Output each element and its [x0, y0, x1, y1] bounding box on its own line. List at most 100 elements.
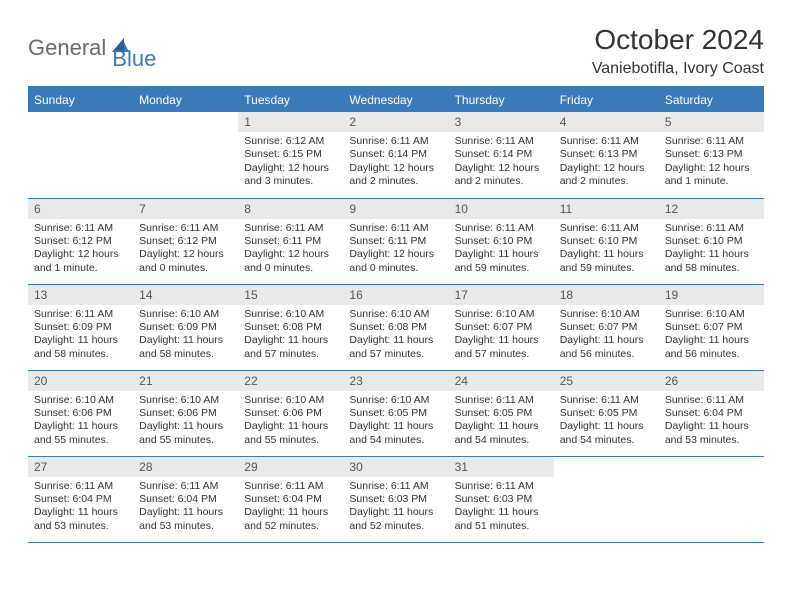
- calendar-cell: 15Sunrise: 6:10 AMSunset: 6:08 PMDayligh…: [238, 284, 343, 370]
- sunset-text: Sunset: 6:05 PM: [560, 407, 653, 420]
- sunset-text: Sunset: 6:04 PM: [244, 493, 337, 506]
- day-number: 10: [449, 199, 554, 219]
- sunset-text: Sunset: 6:04 PM: [665, 407, 758, 420]
- day-number: 14: [133, 285, 238, 305]
- day-details: Sunrise: 6:10 AMSunset: 6:06 PMDaylight:…: [28, 391, 133, 451]
- day-details: Sunrise: 6:11 AMSunset: 6:10 PMDaylight:…: [449, 219, 554, 279]
- day-number: 19: [659, 285, 764, 305]
- daylight-text: Daylight: 12 hours and 2 minutes.: [560, 162, 653, 189]
- calendar-cell: 5Sunrise: 6:11 AMSunset: 6:13 PMDaylight…: [659, 112, 764, 198]
- sunset-text: Sunset: 6:08 PM: [244, 321, 337, 334]
- sunset-text: Sunset: 6:14 PM: [455, 148, 548, 161]
- day-number: 5: [659, 112, 764, 132]
- sunset-text: Sunset: 6:07 PM: [455, 321, 548, 334]
- calendar-cell: 24Sunrise: 6:11 AMSunset: 6:05 PMDayligh…: [449, 370, 554, 456]
- calendar-cell: 6Sunrise: 6:11 AMSunset: 6:12 PMDaylight…: [28, 198, 133, 284]
- weekday-header: Friday: [554, 87, 659, 112]
- sunset-text: Sunset: 6:06 PM: [139, 407, 232, 420]
- daylight-text: Daylight: 12 hours and 1 minute.: [665, 162, 758, 189]
- sunset-text: Sunset: 6:07 PM: [665, 321, 758, 334]
- day-details: Sunrise: 6:10 AMSunset: 6:06 PMDaylight:…: [238, 391, 343, 451]
- calendar-cell: 12Sunrise: 6:11 AMSunset: 6:10 PMDayligh…: [659, 198, 764, 284]
- weekday-header: Sunday: [28, 87, 133, 112]
- calendar-cell: 9Sunrise: 6:11 AMSunset: 6:11 PMDaylight…: [343, 198, 448, 284]
- calendar-cell: 4Sunrise: 6:11 AMSunset: 6:13 PMDaylight…: [554, 112, 659, 198]
- sunrise-text: Sunrise: 6:10 AM: [139, 308, 232, 321]
- calendar-cell: 28Sunrise: 6:11 AMSunset: 6:04 PMDayligh…: [133, 456, 238, 542]
- day-number: 9: [343, 199, 448, 219]
- day-details: Sunrise: 6:11 AMSunset: 6:13 PMDaylight:…: [659, 132, 764, 192]
- calendar-table: Sunday Monday Tuesday Wednesday Thursday…: [28, 86, 764, 543]
- day-details: Sunrise: 6:11 AMSunset: 6:03 PMDaylight:…: [449, 477, 554, 537]
- day-details: Sunrise: 6:10 AMSunset: 6:07 PMDaylight:…: [449, 305, 554, 365]
- day-number: 17: [449, 285, 554, 305]
- daylight-text: Daylight: 11 hours and 53 minutes.: [665, 420, 758, 447]
- sunrise-text: Sunrise: 6:12 AM: [244, 135, 337, 148]
- day-number: 2: [343, 112, 448, 132]
- sunrise-text: Sunrise: 6:11 AM: [349, 222, 442, 235]
- sunset-text: Sunset: 6:10 PM: [560, 235, 653, 248]
- sunrise-text: Sunrise: 6:11 AM: [139, 222, 232, 235]
- weekday-header: Thursday: [449, 87, 554, 112]
- daylight-text: Daylight: 11 hours and 55 minutes.: [244, 420, 337, 447]
- day-number: 27: [28, 457, 133, 477]
- daylight-text: Daylight: 11 hours and 52 minutes.: [349, 506, 442, 533]
- calendar-row: 6Sunrise: 6:11 AMSunset: 6:12 PMDaylight…: [28, 198, 764, 284]
- day-details: Sunrise: 6:11 AMSunset: 6:12 PMDaylight:…: [28, 219, 133, 279]
- logo-text-general: General: [28, 35, 106, 61]
- day-details: Sunrise: 6:11 AMSunset: 6:10 PMDaylight:…: [554, 219, 659, 279]
- calendar-cell: 18Sunrise: 6:10 AMSunset: 6:07 PMDayligh…: [554, 284, 659, 370]
- sunset-text: Sunset: 6:06 PM: [34, 407, 127, 420]
- day-details: Sunrise: 6:11 AMSunset: 6:09 PMDaylight:…: [28, 305, 133, 365]
- day-number: 30: [343, 457, 448, 477]
- daylight-text: Daylight: 11 hours and 52 minutes.: [244, 506, 337, 533]
- sunrise-text: Sunrise: 6:10 AM: [244, 394, 337, 407]
- day-number: 16: [343, 285, 448, 305]
- sunrise-text: Sunrise: 6:11 AM: [34, 308, 127, 321]
- title-block: October 2024 Vaniebotifla, Ivory Coast: [592, 24, 764, 78]
- sunrise-text: Sunrise: 6:11 AM: [455, 222, 548, 235]
- sunset-text: Sunset: 6:03 PM: [455, 493, 548, 506]
- day-number: 29: [238, 457, 343, 477]
- calendar-row: 27Sunrise: 6:11 AMSunset: 6:04 PMDayligh…: [28, 456, 764, 542]
- sunset-text: Sunset: 6:05 PM: [349, 407, 442, 420]
- sunrise-text: Sunrise: 6:10 AM: [349, 308, 442, 321]
- sunset-text: Sunset: 6:12 PM: [139, 235, 232, 248]
- daylight-text: Daylight: 11 hours and 59 minutes.: [455, 248, 548, 275]
- sunrise-text: Sunrise: 6:11 AM: [244, 480, 337, 493]
- sunrise-text: Sunrise: 6:10 AM: [34, 394, 127, 407]
- day-details: Sunrise: 6:11 AMSunset: 6:13 PMDaylight:…: [554, 132, 659, 192]
- day-details: Sunrise: 6:11 AMSunset: 6:12 PMDaylight:…: [133, 219, 238, 279]
- logo: General Blue: [28, 24, 156, 72]
- sunset-text: Sunset: 6:10 PM: [665, 235, 758, 248]
- sunset-text: Sunset: 6:06 PM: [244, 407, 337, 420]
- sunset-text: Sunset: 6:10 PM: [455, 235, 548, 248]
- sunrise-text: Sunrise: 6:10 AM: [560, 308, 653, 321]
- day-number: 8: [238, 199, 343, 219]
- daylight-text: Daylight: 11 hours and 53 minutes.: [139, 506, 232, 533]
- day-number: 12: [659, 199, 764, 219]
- daylight-text: Daylight: 11 hours and 57 minutes.: [244, 334, 337, 361]
- calendar-cell: 27Sunrise: 6:11 AMSunset: 6:04 PMDayligh…: [28, 456, 133, 542]
- day-number: 20: [28, 371, 133, 391]
- daylight-text: Daylight: 11 hours and 54 minutes.: [455, 420, 548, 447]
- sunrise-text: Sunrise: 6:11 AM: [139, 480, 232, 493]
- day-details: Sunrise: 6:11 AMSunset: 6:11 PMDaylight:…: [343, 219, 448, 279]
- daylight-text: Daylight: 12 hours and 0 minutes.: [349, 248, 442, 275]
- sunrise-text: Sunrise: 6:11 AM: [560, 222, 653, 235]
- day-details: Sunrise: 6:11 AMSunset: 6:05 PMDaylight:…: [449, 391, 554, 451]
- sunrise-text: Sunrise: 6:11 AM: [34, 480, 127, 493]
- day-number: 1: [238, 112, 343, 132]
- day-details: Sunrise: 6:11 AMSunset: 6:04 PMDaylight:…: [238, 477, 343, 537]
- sunset-text: Sunset: 6:13 PM: [560, 148, 653, 161]
- day-number: 22: [238, 371, 343, 391]
- weekday-header: Tuesday: [238, 87, 343, 112]
- calendar-cell: 3Sunrise: 6:11 AMSunset: 6:14 PMDaylight…: [449, 112, 554, 198]
- day-details: Sunrise: 6:11 AMSunset: 6:04 PMDaylight:…: [133, 477, 238, 537]
- day-number: 6: [28, 199, 133, 219]
- daylight-text: Daylight: 12 hours and 1 minute.: [34, 248, 127, 275]
- daylight-text: Daylight: 11 hours and 55 minutes.: [139, 420, 232, 447]
- sunrise-text: Sunrise: 6:11 AM: [244, 222, 337, 235]
- sunset-text: Sunset: 6:11 PM: [244, 235, 337, 248]
- sunset-text: Sunset: 6:14 PM: [349, 148, 442, 161]
